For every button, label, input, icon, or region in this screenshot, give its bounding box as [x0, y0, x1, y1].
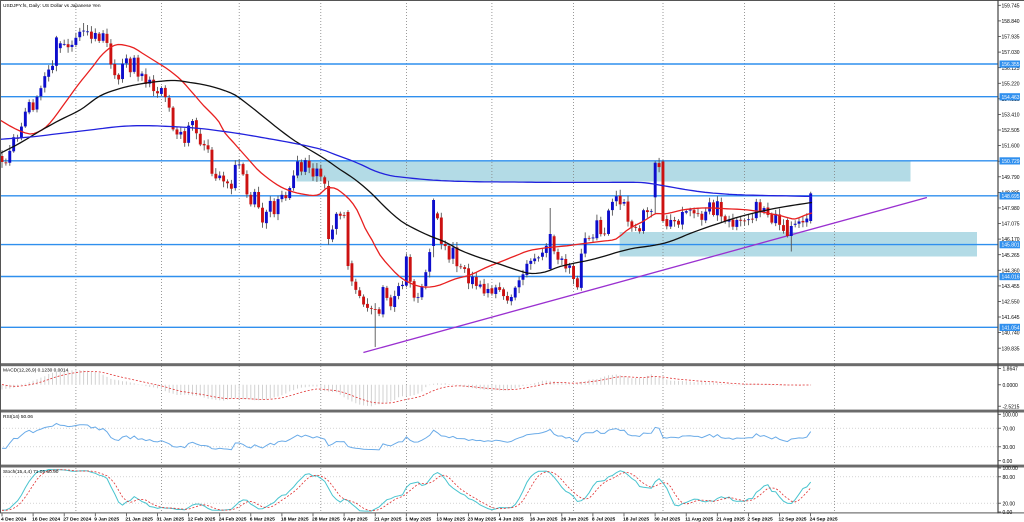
- svg-text:23 May 2025: 23 May 2025: [468, 517, 497, 522]
- svg-text:12 Sep 2025: 12 Sep 2025: [779, 517, 807, 522]
- svg-text:152.505: 152.505: [1002, 128, 1020, 134]
- svg-text:157.935: 157.935: [1002, 35, 1020, 41]
- svg-text:2 Sep 2025: 2 Sep 2025: [747, 517, 773, 522]
- svg-text:1 May 2025: 1 May 2025: [405, 517, 431, 522]
- svg-text:0.00: 0.00: [1003, 510, 1013, 516]
- svg-text:80.00: 80.00: [1003, 475, 1016, 481]
- svg-text:-2.5215: -2.5215: [1003, 404, 1020, 410]
- svg-text:156.125: 156.125: [1002, 66, 1020, 72]
- svg-text:159.745: 159.745: [1002, 3, 1020, 9]
- svg-text:157.030: 157.030: [1002, 50, 1020, 56]
- svg-text:148.695: 148.695: [1002, 194, 1020, 200]
- svg-text:147.075: 147.075: [1002, 222, 1020, 228]
- svg-text:156.355: 156.355: [1002, 62, 1020, 68]
- svg-text:21 Aug 2025: 21 Aug 2025: [716, 517, 745, 522]
- svg-text:100.00: 100.00: [1003, 412, 1019, 418]
- svg-text:140.740: 140.740: [1002, 331, 1020, 337]
- svg-text:MACD(12,26,9) 0.1230 0.0014: MACD(12,26,9) 0.1230 0.0014: [3, 368, 69, 374]
- svg-text:28 Mar 2025: 28 Mar 2025: [312, 517, 340, 522]
- svg-text:147.980: 147.980: [1002, 206, 1020, 212]
- svg-text:0.00: 0.00: [1003, 459, 1013, 465]
- svg-text:Stoch(15,4,4) 71.05 60.90: Stoch(15,4,4) 71.05 60.90: [3, 469, 59, 475]
- svg-text:153.410: 153.410: [1002, 113, 1020, 119]
- svg-text:12 Feb 2025: 12 Feb 2025: [188, 517, 216, 522]
- svg-text:26 Jun 2025: 26 Jun 2025: [561, 517, 589, 522]
- svg-text:RSI(14) 50.06: RSI(14) 50.06: [3, 414, 33, 420]
- svg-text:1.8647: 1.8647: [1003, 367, 1019, 373]
- svg-text:21 Apr 2025: 21 Apr 2025: [374, 517, 402, 522]
- svg-text:31 Jan 2025: 31 Jan 2025: [157, 517, 185, 522]
- svg-text:21 Jan 2025: 21 Jan 2025: [125, 517, 153, 522]
- svg-text:6 Mar 2025: 6 Mar 2025: [250, 517, 275, 522]
- svg-text:16 Dec 2024: 16 Dec 2024: [32, 517, 60, 522]
- svg-text:145.265: 145.265: [1002, 253, 1020, 259]
- svg-text:11 Aug 2025: 11 Aug 2025: [685, 517, 713, 522]
- svg-text:158.840: 158.840: [1002, 19, 1020, 25]
- svg-text:4 Jun 2025: 4 Jun 2025: [499, 517, 524, 522]
- svg-text:142.550: 142.550: [1002, 300, 1020, 306]
- svg-text:141.054: 141.054: [1002, 325, 1020, 331]
- svg-text:146.170: 146.170: [1002, 237, 1020, 243]
- svg-text:154.463: 154.463: [1002, 95, 1020, 101]
- svg-text:9 Jan 2025: 9 Jan 2025: [94, 517, 119, 522]
- svg-text:150.729: 150.729: [1002, 159, 1020, 165]
- svg-text:70.00: 70.00: [1003, 426, 1016, 432]
- svg-text:139.835: 139.835: [1002, 346, 1020, 352]
- svg-text:100.00: 100.00: [1003, 466, 1019, 472]
- svg-text:8 Jul 2025: 8 Jul 2025: [592, 517, 616, 522]
- svg-text:143.455: 143.455: [1002, 284, 1020, 290]
- svg-text:155.220: 155.220: [1002, 81, 1020, 87]
- svg-text:144.360: 144.360: [1002, 268, 1020, 274]
- svg-text:USDJPY.fs, Daily: US Dollar vs: USDJPY.fs, Daily: US Dollar vs Japanese …: [3, 3, 101, 9]
- svg-text:13 May 2025: 13 May 2025: [436, 517, 465, 522]
- svg-text:20.00: 20.00: [1003, 501, 1016, 507]
- svg-text:30 Jul 2025: 30 Jul 2025: [654, 517, 680, 522]
- svg-text:9 Apr 2025: 9 Apr 2025: [343, 517, 368, 522]
- svg-text:145.801: 145.801: [1002, 243, 1020, 249]
- svg-text:141.645: 141.645: [1002, 315, 1020, 321]
- svg-text:16 Jun 2025: 16 Jun 2025: [530, 517, 558, 522]
- svg-text:30.00: 30.00: [1003, 445, 1016, 451]
- svg-text:149.790: 149.790: [1002, 175, 1020, 181]
- svg-text:0.0000: 0.0000: [1003, 383, 1019, 389]
- svg-text:18 Mar 2025: 18 Mar 2025: [281, 517, 309, 522]
- svg-text:144.016: 144.016: [1002, 275, 1020, 281]
- svg-text:24 Sep 2025: 24 Sep 2025: [810, 517, 838, 522]
- svg-text:24 Feb 2025: 24 Feb 2025: [219, 517, 247, 522]
- svg-text:18 Jul 2025: 18 Jul 2025: [623, 517, 649, 522]
- svg-text:4 Dec 2024: 4 Dec 2024: [1, 517, 27, 522]
- svg-text:27 Dec 2024: 27 Dec 2024: [63, 517, 91, 522]
- svg-text:151.600: 151.600: [1002, 144, 1020, 150]
